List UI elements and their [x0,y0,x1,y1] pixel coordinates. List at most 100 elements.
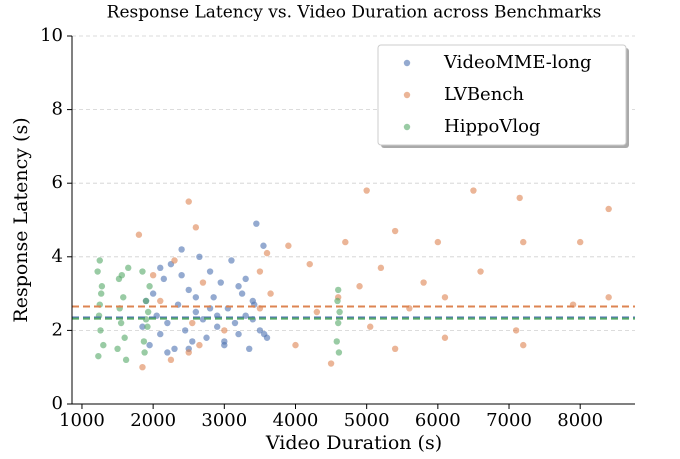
point [117,319,125,327]
point [114,345,121,352]
y-tick-label: 2 [52,319,63,340]
point [192,308,200,316]
point [242,312,249,319]
point [391,227,399,235]
series-points [94,257,343,364]
point [196,253,203,260]
point [185,286,192,294]
point [185,198,192,205]
point [253,220,260,227]
point [144,323,151,330]
y-axis-label: Response Latency (s) [10,117,32,322]
point [146,341,153,349]
point [97,327,104,334]
x-tick-label: 6000 [415,410,461,431]
point [306,260,313,268]
point [167,356,175,364]
y-tick-label: 10 [40,25,63,46]
point [199,279,207,286]
point [149,272,157,279]
point [178,272,185,279]
point [144,308,152,316]
point [256,268,264,275]
point [292,341,299,349]
y-tick-label: 6 [52,172,63,193]
point [335,349,343,356]
point [139,364,146,371]
point [441,334,449,341]
point [441,294,449,301]
legend [377,44,627,146]
legend-marker [403,91,411,99]
y-tick-label: 0 [52,393,63,414]
point [367,323,374,330]
point [576,238,584,246]
legend-label: VideoMME-long [443,52,592,73]
point [192,294,200,301]
point [157,330,164,338]
point [160,275,168,283]
point [141,349,148,356]
point [196,341,203,349]
point [121,334,128,341]
point [356,283,363,290]
x-tick-label: 4000 [273,410,319,431]
series-points [135,187,612,371]
point [96,257,103,264]
point [157,297,164,305]
point [605,294,612,301]
point [235,330,242,338]
point [420,279,427,286]
point [189,319,196,327]
point [213,323,221,330]
point [149,290,157,297]
point [516,194,523,202]
point [217,279,224,286]
point [206,268,214,275]
point [334,319,342,327]
point [221,327,228,334]
point [94,268,101,275]
point [267,290,274,297]
point [470,187,477,194]
point [171,345,178,352]
point [391,345,399,352]
point [242,275,249,283]
legend-label: HippoVlog [444,116,540,137]
point [235,283,242,290]
point [118,272,126,279]
point [520,238,527,246]
point [139,323,146,330]
point [142,297,150,305]
point [333,338,340,345]
point [164,319,171,327]
point [520,341,527,349]
legend-label: LVBench [444,84,524,105]
x-tick-label: 2000 [130,410,176,431]
point [203,334,210,341]
x-tick-label: 8000 [557,410,603,431]
series-points [139,220,271,356]
point [98,283,106,290]
point [334,297,341,305]
point [336,308,343,316]
point [146,283,153,290]
point [246,345,253,352]
x-tick-label: 5000 [344,410,390,431]
point [210,294,217,301]
legend-marker [403,123,411,131]
x-tick-label: 3000 [201,410,247,431]
point [334,286,342,294]
point [125,264,132,272]
x-tick-label: 1000 [59,410,105,431]
point [363,187,370,194]
point [181,327,189,334]
point [313,308,321,316]
y-tick-label: 4 [52,246,63,267]
point [228,257,235,264]
point [256,327,264,334]
point [139,268,146,275]
point [135,231,143,238]
point [97,290,105,297]
chart-title: Response Latency vs. Video Duration acro… [107,3,602,23]
